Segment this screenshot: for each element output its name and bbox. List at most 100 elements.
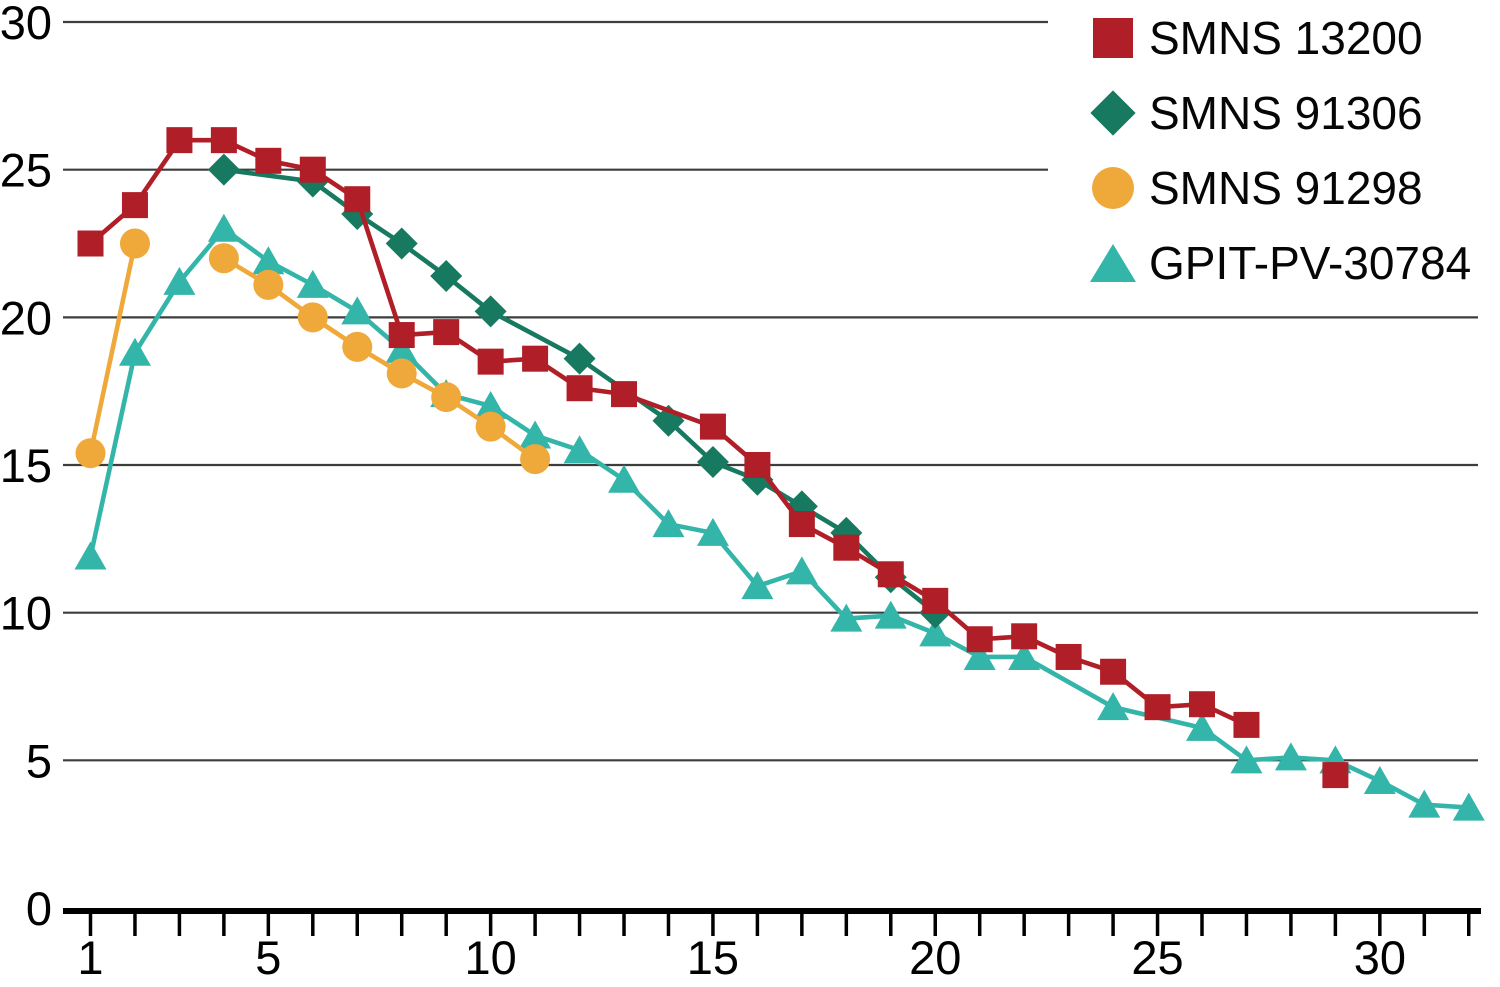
x-tick-label: 1 bbox=[77, 931, 103, 984]
series-gpit-pv-30784-triangle-marker bbox=[1008, 641, 1041, 670]
series-gpit-pv-30784-triangle-marker bbox=[919, 618, 952, 647]
series-smns-13200-square-marker bbox=[877, 561, 904, 588]
y-tick-label: 10 bbox=[0, 587, 52, 640]
legend-item-gpit-pv-30784: GPIT-PV-30784 bbox=[1048, 231, 1500, 295]
series-smns-91298-circle-marker bbox=[119, 228, 150, 259]
legend-item-smns-91298: SMNS 91298 bbox=[1048, 156, 1500, 220]
series-smns-13200-square-marker bbox=[833, 534, 860, 561]
circle-marker-icon bbox=[1090, 165, 1136, 211]
series-gpit-pv-30784-triangle-marker bbox=[874, 600, 907, 629]
series-smns-13200-square-marker bbox=[788, 511, 815, 538]
legend-label: SMNS 91306 bbox=[1149, 87, 1423, 139]
series-smns-13200-square-marker bbox=[388, 322, 415, 349]
legend-label: SMNS 91298 bbox=[1149, 162, 1423, 214]
series-gpit-pv-30784-triangle-marker bbox=[1363, 766, 1396, 795]
series-smns-13200-square-marker bbox=[477, 348, 504, 375]
series-smns-13200-square-marker bbox=[966, 626, 993, 653]
series-smns-91298-circle-marker bbox=[386, 358, 417, 389]
series-smns-13200-square-marker bbox=[1322, 762, 1349, 789]
series-gpit-pv-30784-triangle-marker bbox=[830, 603, 863, 632]
series-smns-13200-square-marker bbox=[611, 381, 638, 408]
legend: SMNS 13200 SMNS 91306 SMNS 91298 GPIT-PV… bbox=[1048, 0, 1500, 298]
series-gpit-pv-30784-triangle-marker bbox=[1452, 792, 1485, 821]
series-smns-13200-square-marker bbox=[299, 156, 326, 183]
diamond-marker-icon bbox=[1090, 90, 1136, 136]
series-gpit-pv-30784-triangle-marker bbox=[741, 571, 774, 600]
series-smns-91306-diamond-marker bbox=[430, 259, 463, 292]
series-gpit-pv-30784-triangle-marker bbox=[963, 641, 996, 670]
series-smns-13200-square-marker bbox=[433, 319, 460, 346]
series-gpit-pv-30784-triangle-marker bbox=[118, 337, 151, 366]
x-tick-label: 5 bbox=[255, 931, 281, 984]
series-smns-91298-line bbox=[88, 243, 138, 454]
y-tick-label: 25 bbox=[0, 144, 52, 197]
series-smns-91298-circle-marker bbox=[253, 269, 284, 300]
series-gpit-pv-30784-triangle-marker bbox=[474, 390, 507, 419]
x-tick-label: 15 bbox=[687, 931, 739, 984]
y-tick-label: 15 bbox=[0, 439, 52, 492]
series-smns-91298-circle-marker bbox=[520, 444, 551, 475]
series-smns-13200-square-marker bbox=[1189, 691, 1215, 718]
series-gpit-pv-30784-line bbox=[88, 225, 1469, 810]
series-smns-91298-circle-marker bbox=[342, 331, 373, 362]
series-gpit-pv-30784-triangle-marker bbox=[252, 246, 285, 275]
series-gpit-pv-30784-triangle-marker bbox=[385, 334, 418, 363]
series-gpit-pv-30784-triangle-marker bbox=[163, 266, 196, 295]
series-smns-13200-square-marker bbox=[1100, 658, 1127, 685]
series-smns-13200-square-marker bbox=[166, 127, 193, 154]
series-gpit-pv-30784-triangle-marker bbox=[1186, 712, 1218, 741]
series-smns-13200-square-marker bbox=[522, 345, 549, 372]
triangle-marker-icon bbox=[1090, 240, 1136, 286]
series-smns-13200-square-marker bbox=[121, 192, 148, 219]
y-tick-label: 0 bbox=[26, 882, 52, 935]
series-smns-13200-square-marker bbox=[922, 587, 949, 614]
series-smns-91306-diamond-marker bbox=[385, 227, 418, 260]
series-smns-13200-square-marker bbox=[1233, 711, 1260, 738]
legend-item-smns-13200: SMNS 13200 bbox=[1048, 6, 1500, 70]
series-smns-13200-square-marker bbox=[255, 147, 282, 174]
series-smns-13200-square-marker bbox=[77, 230, 104, 257]
x-tick-label: 25 bbox=[1131, 931, 1183, 984]
series-smns-13200-square-marker bbox=[1055, 643, 1082, 670]
series-gpit-pv-30784-triangle-marker bbox=[74, 541, 107, 570]
series-gpit-pv-30784-triangle-marker bbox=[785, 556, 818, 585]
series-smns-91298-circle-marker bbox=[208, 243, 239, 274]
x-tick-label: 20 bbox=[909, 931, 961, 984]
x-tick-label: 30 bbox=[1354, 931, 1406, 984]
series-gpit-pv-30784-triangle-marker bbox=[207, 213, 240, 242]
series-smns-13200-square-marker bbox=[744, 452, 771, 479]
series-gpit-pv-30784-triangle-marker bbox=[563, 435, 596, 464]
x-tick-label: 10 bbox=[464, 931, 516, 984]
square-marker-icon bbox=[1090, 15, 1136, 61]
series-smns-91306-diamond-marker bbox=[207, 153, 240, 186]
series-gpit-pv-30784-triangle-marker bbox=[296, 269, 329, 298]
series-smns-91298-circle-marker bbox=[475, 411, 506, 442]
series-smns-13200-square-marker bbox=[699, 413, 726, 440]
y-tick-label: 30 bbox=[0, 0, 52, 49]
series-gpit-pv-30784-triangle-marker bbox=[519, 420, 552, 449]
series-smns-91298-circle-marker bbox=[297, 302, 328, 333]
series-gpit-pv-30784-triangle-marker bbox=[608, 464, 641, 493]
legend-item-smns-91306: SMNS 91306 bbox=[1048, 81, 1500, 145]
series-smns-13200-square-marker bbox=[1011, 623, 1038, 650]
legend-label: GPIT-PV-30784 bbox=[1149, 237, 1472, 289]
series-gpit-pv-30784-triangle-marker bbox=[341, 296, 374, 325]
series-smns-91298-circle-marker bbox=[431, 382, 462, 413]
series-smns-13200-square-marker bbox=[344, 186, 371, 213]
series-smns-91306-diamond-marker bbox=[696, 446, 729, 479]
series-gpit-pv-30784-triangle-marker bbox=[696, 517, 729, 546]
series-smns-91306-diamond-marker bbox=[474, 295, 507, 328]
series-smns-91306-diamond-marker bbox=[563, 342, 596, 375]
legend-label: SMNS 13200 bbox=[1149, 12, 1423, 64]
series-gpit-pv-30784-triangle-marker bbox=[1230, 745, 1263, 774]
series-smns-13200-square-marker bbox=[1144, 694, 1171, 721]
y-tick-label: 5 bbox=[26, 734, 52, 787]
y-tick-label: 20 bbox=[0, 291, 52, 344]
series-gpit-pv-30784-triangle-marker bbox=[652, 509, 685, 538]
series-gpit-pv-30784-triangle-marker bbox=[1274, 742, 1307, 771]
series-gpit-pv-30784-triangle-marker bbox=[1097, 692, 1130, 721]
series-smns-91298-circle-marker bbox=[75, 438, 106, 469]
series-smns-13200-square-marker bbox=[566, 375, 593, 402]
